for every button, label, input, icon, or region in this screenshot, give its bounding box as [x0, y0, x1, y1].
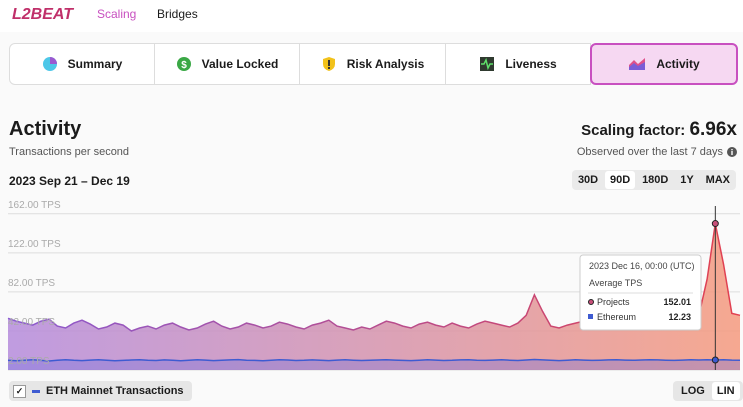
tooltip-title: Average TPS: [589, 278, 642, 288]
y-tick-label: 2.00 TPS: [8, 356, 50, 367]
nav-link[interactable]: Bridges: [157, 7, 198, 21]
tooltip-swatch: [588, 314, 593, 319]
tab[interactable]: Activity: [590, 43, 738, 85]
info-icon[interactable]: [727, 147, 737, 157]
scaling-factor: Scaling factor: 6.96x: [581, 119, 737, 141]
logo[interactable]: L2BEAT: [12, 6, 74, 23]
tooltip-value: 12.23: [668, 312, 691, 322]
tooltip-date: 2023 Dec 16, 00:00 (UTC): [589, 261, 695, 271]
y-tick-label: 122.00 TPS: [8, 239, 61, 250]
tab-label: Summary: [67, 57, 123, 71]
y-tick-label: 82.00 TPS: [8, 278, 55, 289]
icon: [42, 57, 57, 71]
note-text: Observed over the last 7 days: [576, 146, 723, 158]
range-button[interactable]: 90D: [605, 171, 636, 189]
y-tick-label: 162.00 TPS: [8, 200, 61, 211]
tooltip-series: Projects: [597, 297, 630, 307]
area: [8, 223, 740, 370]
scale-button[interactable]: LIN: [711, 382, 740, 400]
range-button[interactable]: 1Y: [680, 174, 694, 186]
legend-swatch: [32, 389, 40, 393]
section-title: Activity: [9, 118, 82, 140]
toggle-label: ETH Mainnet Transactions: [46, 385, 184, 397]
icon: [480, 57, 495, 71]
eth-toggle[interactable]: ✓ ETH Mainnet Transactions: [9, 381, 192, 401]
line: [7, 358, 741, 362]
tooltip-swatch: [588, 299, 594, 305]
icon: [322, 57, 335, 71]
svg-text:$: $: [181, 60, 187, 71]
hover-point: [711, 356, 719, 364]
tab[interactable]: Liveness: [445, 43, 591, 85]
icon: [629, 58, 646, 70]
tab-label: Activity: [656, 57, 700, 71]
scaling-value: 6.96x: [689, 119, 737, 140]
top-bar: [0, 0, 743, 32]
date-range: 2023 Sep 21 – Dec 19: [9, 174, 130, 188]
tooltip-series: Ethereum: [597, 312, 636, 322]
tab[interactable]: Summary: [9, 43, 155, 85]
checkbox[interactable]: ✓: [13, 384, 26, 398]
tab-label: Risk Analysis: [346, 57, 425, 71]
y-tick-label: 42.00 TPS: [8, 317, 55, 328]
chart: 2.00 TPS 42.00 TPS 82.00 TPS 122.00 TPS 162.…: [7, 200, 741, 371]
tab-label: Liveness: [505, 57, 557, 71]
scale-button[interactable]: LOG: [681, 385, 705, 397]
range-button[interactable]: 30D: [577, 174, 599, 186]
tab-label: Value Locked: [201, 57, 279, 71]
tab[interactable]: Risk Analysis: [299, 43, 446, 85]
hover-point: [711, 220, 719, 228]
area: [8, 359, 740, 370]
tab[interactable]: $ Value Locked: [154, 43, 300, 85]
range-button[interactable]: 180D: [642, 174, 669, 186]
icon: $: [176, 57, 191, 71]
scale-toggle: LOG LIN: [673, 381, 743, 401]
range-button[interactable]: MAX: [705, 174, 731, 186]
range-selector: 30D 90D 180D 1Y MAX: [572, 170, 736, 190]
scaling-label: Scaling factor:: [581, 122, 686, 139]
nav-link[interactable]: Scaling: [97, 7, 137, 21]
scaling-note: Observed over the last 7 days: [577, 146, 737, 158]
tooltip-value: 152.01: [663, 297, 691, 307]
section-subtitle: Transactions per second: [9, 146, 130, 158]
